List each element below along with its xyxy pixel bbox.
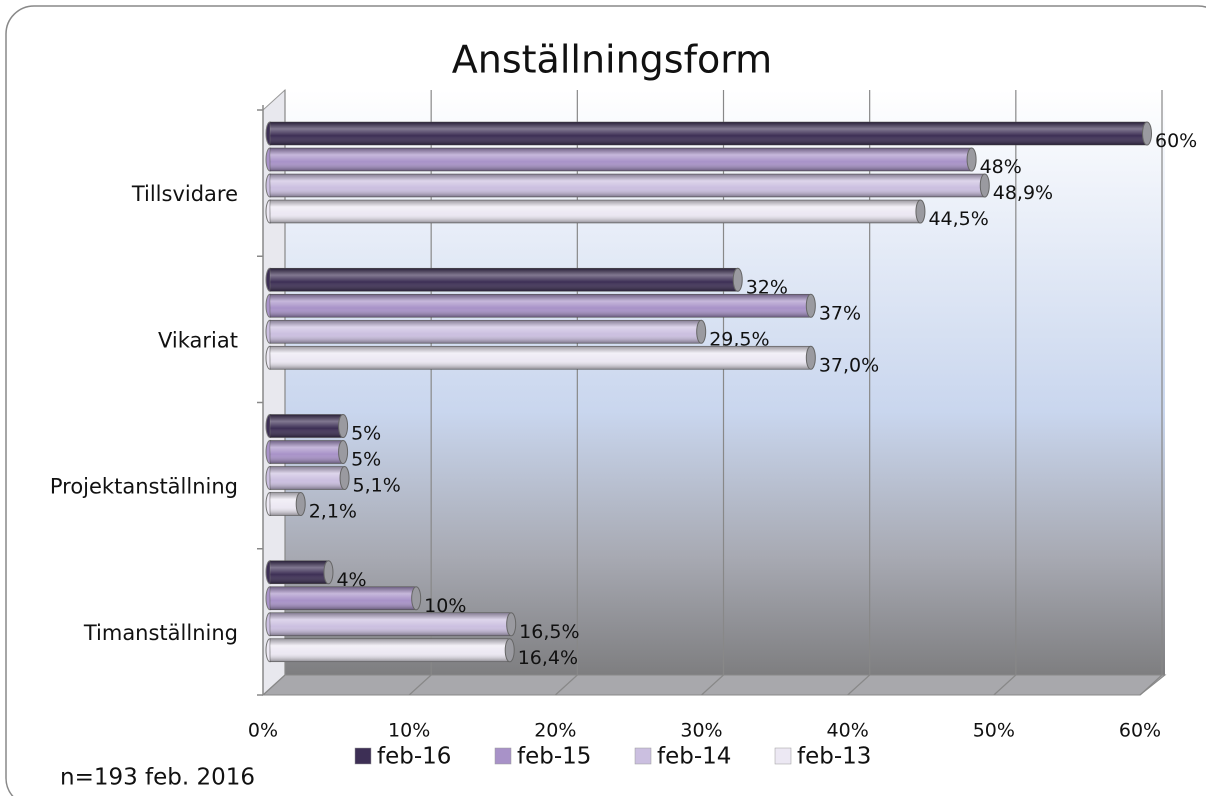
bar-cap [805,293,816,318]
bar-cap [323,560,334,585]
value-label: 60% [1155,130,1197,152]
value-label: 16,5% [519,621,579,643]
x-tick-label: 30% [680,720,722,742]
value-label: 5% [351,423,381,445]
bar-cap [504,638,515,663]
bar-cap [338,414,349,438]
legend-label: feb-16 [377,744,451,770]
bar-shade [270,638,510,662]
grid-line [408,674,432,696]
value-label: 48% [980,156,1022,178]
grid-line [701,674,724,696]
bar-shade [270,612,512,636]
value-label: 2,1% [309,501,357,523]
x-tick-label: 10% [388,720,430,742]
bar-cap [506,612,517,637]
bar-shade [270,268,738,292]
x-tick-label: 60% [1119,720,1161,742]
chart-title: Anställningsform [452,38,772,82]
legend-label: feb-13 [797,744,871,770]
bar-cap [411,586,422,611]
bar-shade [270,492,301,516]
legend-label: feb-15 [517,744,591,770]
bar-cap [966,147,977,172]
legend-swatch [354,747,372,765]
value-label: 10% [424,595,466,617]
value-label: 37% [819,302,861,324]
bar-cap [732,267,743,292]
bar-shade [270,148,972,171]
bar-cap [805,345,816,370]
value-label: 5% [351,449,381,471]
y-tick-label: Timanställning [83,621,238,645]
bar-shade [270,320,702,344]
bar-cap [338,440,349,464]
value-label: 44,5% [928,208,988,230]
x-tick-label: 50% [973,720,1015,742]
legend-swatch [494,747,512,765]
bar-cap [915,199,926,224]
grid-line [847,674,871,696]
bar-shade [270,174,985,197]
grid-line [554,674,578,696]
value-label: 32% [746,276,788,298]
x-tick-label: 0% [248,720,278,742]
value-label: 48,9% [993,182,1053,204]
bar-shade [270,294,811,318]
legend-swatch [634,747,652,765]
bar-shade [270,414,344,438]
y-tick-label: Tillsvidare [131,182,238,206]
x-tick-label: 40% [827,720,869,742]
bar-shade [270,122,1147,145]
bar-shade [270,466,345,490]
value-label: 16,4% [518,647,578,669]
bar-cap [979,173,990,198]
bar-cap [696,319,707,344]
legend-swatch [774,747,792,765]
grid-line [1139,674,1163,696]
y-tick-label: Vikariat [158,328,238,352]
bar-shade [270,440,344,464]
annotation: n=193 feb. 2016 [60,765,255,791]
bar-cap [339,466,350,490]
grid-line [262,674,286,696]
value-label: 5,1% [353,475,401,497]
value-label: 4% [336,569,366,591]
x-tick-label: 20% [534,720,576,742]
bar-shade [270,560,329,584]
value-label: 37,0% [819,354,879,376]
legend-label: feb-14 [657,744,731,770]
grid-line [993,674,1017,696]
bar-shade [270,586,417,610]
floor [261,674,1167,696]
bar-cap [295,492,306,516]
bar-cap [1142,121,1152,146]
bar-shade [270,346,811,370]
bar-shade [270,200,921,223]
y-tick-label: Projektanställning [50,475,238,499]
value-label: 29,5% [709,328,769,350]
